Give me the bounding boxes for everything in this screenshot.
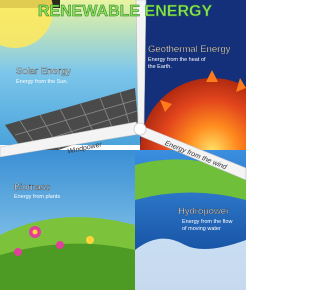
- panel-title: Geothermal Energy: [148, 44, 231, 55]
- panel-caption: of moving water: [182, 226, 221, 232]
- biomass-area: [0, 150, 135, 290]
- poster-title: RENEWABLE ENERGY: [38, 3, 213, 20]
- panel-title: Biomass: [14, 182, 51, 193]
- panel-caption: Energy from the heat of: [148, 57, 206, 63]
- panel-caption: the Earth.: [148, 64, 172, 70]
- panel-title: Solar Energy: [16, 66, 71, 77]
- panel-title: Hydropower: [178, 206, 229, 217]
- poster: RENEWABLE ENERGY Solar Energy Energy fro…: [0, 0, 251, 290]
- panel-caption: Energy from the flow: [182, 219, 232, 225]
- panel-caption: Energy from plants: [14, 194, 60, 200]
- panel-caption: Energy from the Sun.: [16, 79, 68, 85]
